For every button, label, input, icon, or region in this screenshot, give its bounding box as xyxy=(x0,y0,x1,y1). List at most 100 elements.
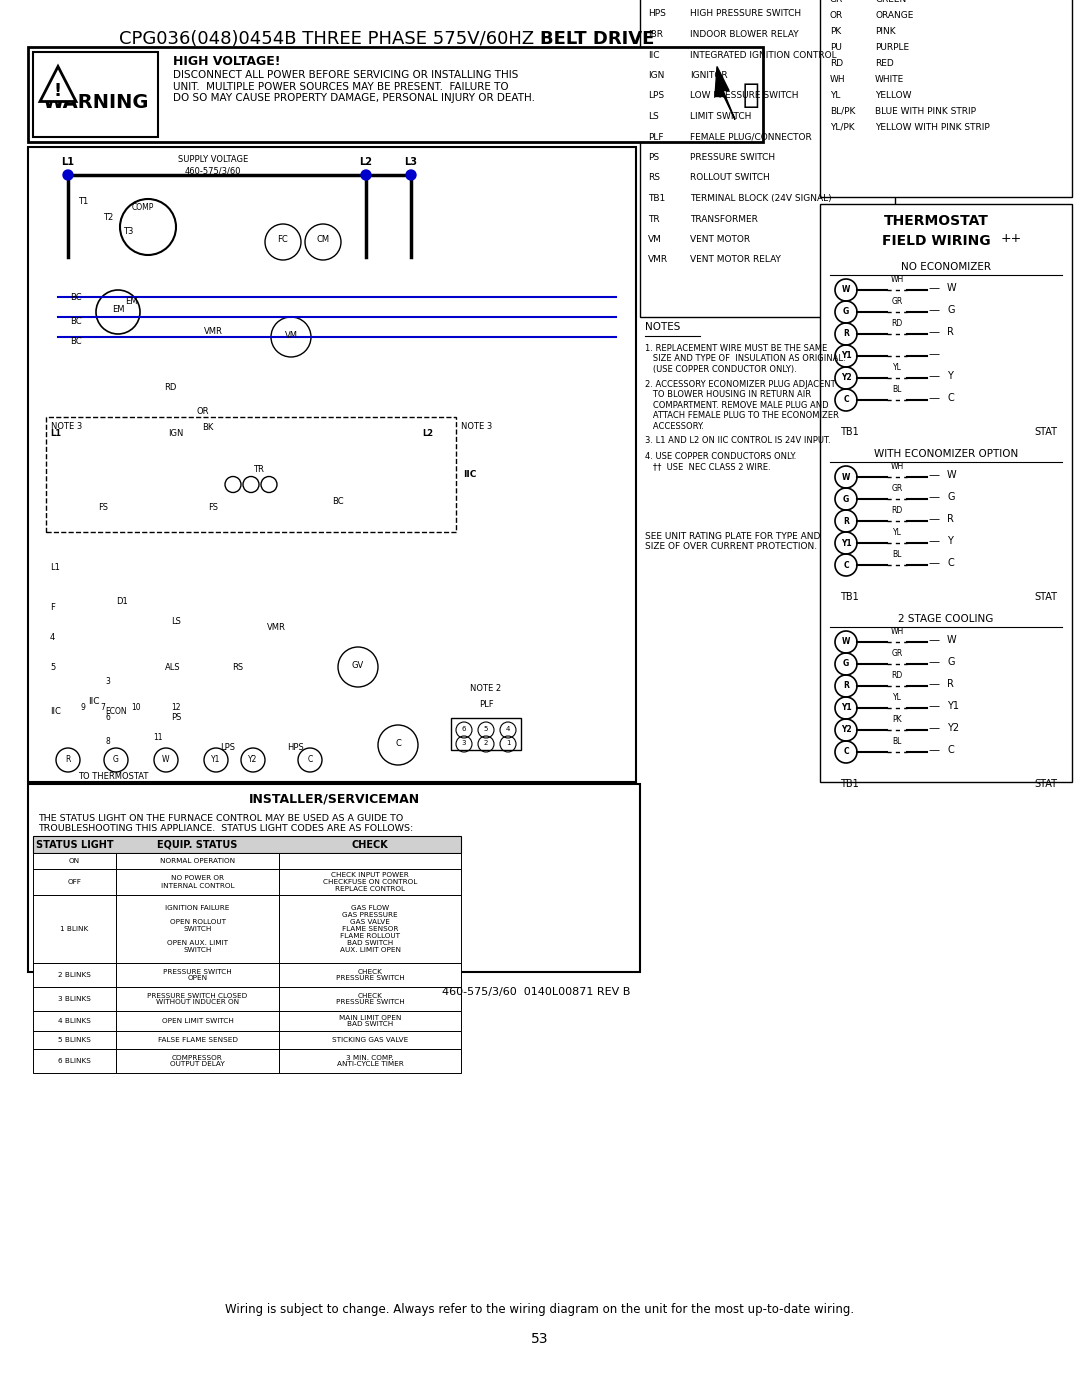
Text: C: C xyxy=(947,557,954,569)
Text: R: R xyxy=(947,679,954,689)
Text: 2: 2 xyxy=(484,740,488,746)
Text: OFF: OFF xyxy=(68,879,81,886)
Bar xyxy=(33,869,116,895)
Text: GAS FLOW
GAS PRESSURE
GAS VALVE
FLAME SENSOR
FLAME ROLLOUT
BAD SWITCH
AUX. LIMIT: GAS FLOW GAS PRESSURE GAS VALVE FLAME SE… xyxy=(339,905,401,953)
Text: INTEGRATED IGNITION CONTROL: INTEGRATED IGNITION CONTROL xyxy=(690,50,837,60)
Text: THERMOSTAT: THERMOSTAT xyxy=(883,214,988,228)
Text: HIGH PRESSURE SWITCH: HIGH PRESSURE SWITCH xyxy=(690,10,801,18)
Text: WHITE: WHITE xyxy=(875,75,904,84)
Text: SUPPLY VOLTAGE: SUPPLY VOLTAGE xyxy=(178,155,248,163)
Text: C: C xyxy=(308,754,312,764)
Text: G: G xyxy=(947,305,955,314)
Text: IIC: IIC xyxy=(50,707,60,717)
Text: RD: RD xyxy=(891,671,903,680)
Text: G: G xyxy=(113,754,119,764)
Text: 8: 8 xyxy=(106,738,110,746)
Text: DISCONNECT ALL POWER BEFORE SERVICING OR INSTALLING THIS
UNIT.  MULTIPLE POWER S: DISCONNECT ALL POWER BEFORE SERVICING OR… xyxy=(173,70,535,103)
Text: PLF: PLF xyxy=(648,133,663,141)
Text: NO POWER OR
INTERNAL CONTROL: NO POWER OR INTERNAL CONTROL xyxy=(161,876,234,888)
Text: 4: 4 xyxy=(50,633,55,641)
Text: 2. ACCESSORY ECONOMIZER PLUG ADJACENT
   TO BLOWER HOUSING IN RETURN AIR
   COMP: 2. ACCESSORY ECONOMIZER PLUG ADJACENT TO… xyxy=(645,380,839,430)
Text: Y: Y xyxy=(947,372,953,381)
Text: —: — xyxy=(929,305,940,314)
Text: YL: YL xyxy=(892,693,902,703)
Text: TB1: TB1 xyxy=(648,194,665,203)
Text: VMR: VMR xyxy=(267,623,285,631)
Text: —: — xyxy=(929,536,940,546)
Text: —: — xyxy=(929,393,940,402)
Text: IGNITOR: IGNITOR xyxy=(690,71,728,80)
Text: NOTE 3: NOTE 3 xyxy=(51,422,82,432)
Text: 460-575/3/60  0140L00871 REV B: 460-575/3/60 0140L00871 REV B xyxy=(442,988,630,997)
Text: BC: BC xyxy=(70,292,82,302)
Text: G: G xyxy=(842,307,849,317)
Polygon shape xyxy=(715,67,735,120)
Bar xyxy=(640,0,895,317)
Text: TB1: TB1 xyxy=(840,427,859,437)
Text: G: G xyxy=(842,495,849,503)
Text: YL: YL xyxy=(831,91,840,101)
Text: L1: L1 xyxy=(50,563,59,571)
Text: HIGH VOLTAGE!: HIGH VOLTAGE! xyxy=(173,54,281,68)
Text: BL: BL xyxy=(892,550,902,559)
Circle shape xyxy=(63,170,73,180)
Text: 1: 1 xyxy=(505,740,510,746)
Text: FS: FS xyxy=(208,503,218,511)
Text: Wiring is subject to change. Always refer to the wiring diagram on the unit for : Wiring is subject to change. Always refe… xyxy=(226,1302,854,1316)
Text: RD: RD xyxy=(831,59,843,68)
Text: 1 BLINK: 1 BLINK xyxy=(60,926,89,932)
Text: BC: BC xyxy=(333,497,343,507)
Text: GR: GR xyxy=(891,298,903,306)
Bar xyxy=(33,963,116,988)
Text: RD: RD xyxy=(891,506,903,515)
Bar xyxy=(33,854,116,869)
Text: L1: L1 xyxy=(50,429,62,439)
Text: R: R xyxy=(65,754,70,764)
Text: CHECK
PRESSURE SWITCH: CHECK PRESSURE SWITCH xyxy=(336,992,404,1006)
Text: Y2: Y2 xyxy=(840,373,851,383)
Text: 3: 3 xyxy=(462,740,467,746)
Text: C: C xyxy=(843,395,849,405)
Text: F: F xyxy=(50,602,55,612)
Bar xyxy=(116,963,279,988)
Text: —: — xyxy=(929,372,940,381)
Text: HPS: HPS xyxy=(287,742,305,752)
Text: —: — xyxy=(929,284,940,293)
Text: T3: T3 xyxy=(123,228,133,236)
Text: !: ! xyxy=(54,82,62,101)
Text: —: — xyxy=(929,679,940,689)
Text: 4 BLINKS: 4 BLINKS xyxy=(58,1018,91,1024)
Text: 11: 11 xyxy=(153,732,163,742)
Text: LIMIT SWITCH: LIMIT SWITCH xyxy=(690,112,752,122)
Bar xyxy=(33,835,461,854)
Text: ++: ++ xyxy=(1001,232,1023,244)
Bar xyxy=(28,147,636,782)
Text: 12: 12 xyxy=(172,703,180,711)
Bar xyxy=(33,1049,116,1073)
Text: BK: BK xyxy=(202,422,214,432)
Text: W: W xyxy=(947,636,957,645)
Text: CPG036(048)0454B THREE PHASE 575V/60HZ: CPG036(048)0454B THREE PHASE 575V/60HZ xyxy=(119,29,540,47)
Text: STICKING GAS VALVE: STICKING GAS VALVE xyxy=(332,1037,408,1044)
Bar xyxy=(279,1049,461,1073)
Text: C: C xyxy=(843,747,849,757)
Text: 7: 7 xyxy=(100,703,106,711)
Text: LS: LS xyxy=(648,112,659,122)
Text: TRANSFORMER: TRANSFORMER xyxy=(690,215,758,224)
Text: W: W xyxy=(841,285,850,295)
Text: 5 BLINKS: 5 BLINKS xyxy=(58,1037,91,1044)
Text: VENT MOTOR RELAY: VENT MOTOR RELAY xyxy=(690,256,781,264)
Text: TB1: TB1 xyxy=(840,592,859,602)
Text: PRESSURE SWITCH CLOSED
WITHOUT INDUCER ON: PRESSURE SWITCH CLOSED WITHOUT INDUCER O… xyxy=(147,992,247,1006)
Text: CHECK: CHECK xyxy=(352,840,389,849)
Text: TR: TR xyxy=(253,465,264,474)
Text: 3 MIN. COMP.
ANTI-CYCLE TIMER: 3 MIN. COMP. ANTI-CYCLE TIMER xyxy=(337,1055,403,1067)
Bar xyxy=(33,895,116,963)
Text: PK: PK xyxy=(892,715,902,724)
Text: 53: 53 xyxy=(531,1331,549,1345)
Text: Y2: Y2 xyxy=(840,725,851,735)
Text: RD: RD xyxy=(891,319,903,328)
Text: Y2: Y2 xyxy=(248,754,258,764)
Text: BL/PK: BL/PK xyxy=(831,108,855,116)
Text: YL: YL xyxy=(892,363,902,372)
